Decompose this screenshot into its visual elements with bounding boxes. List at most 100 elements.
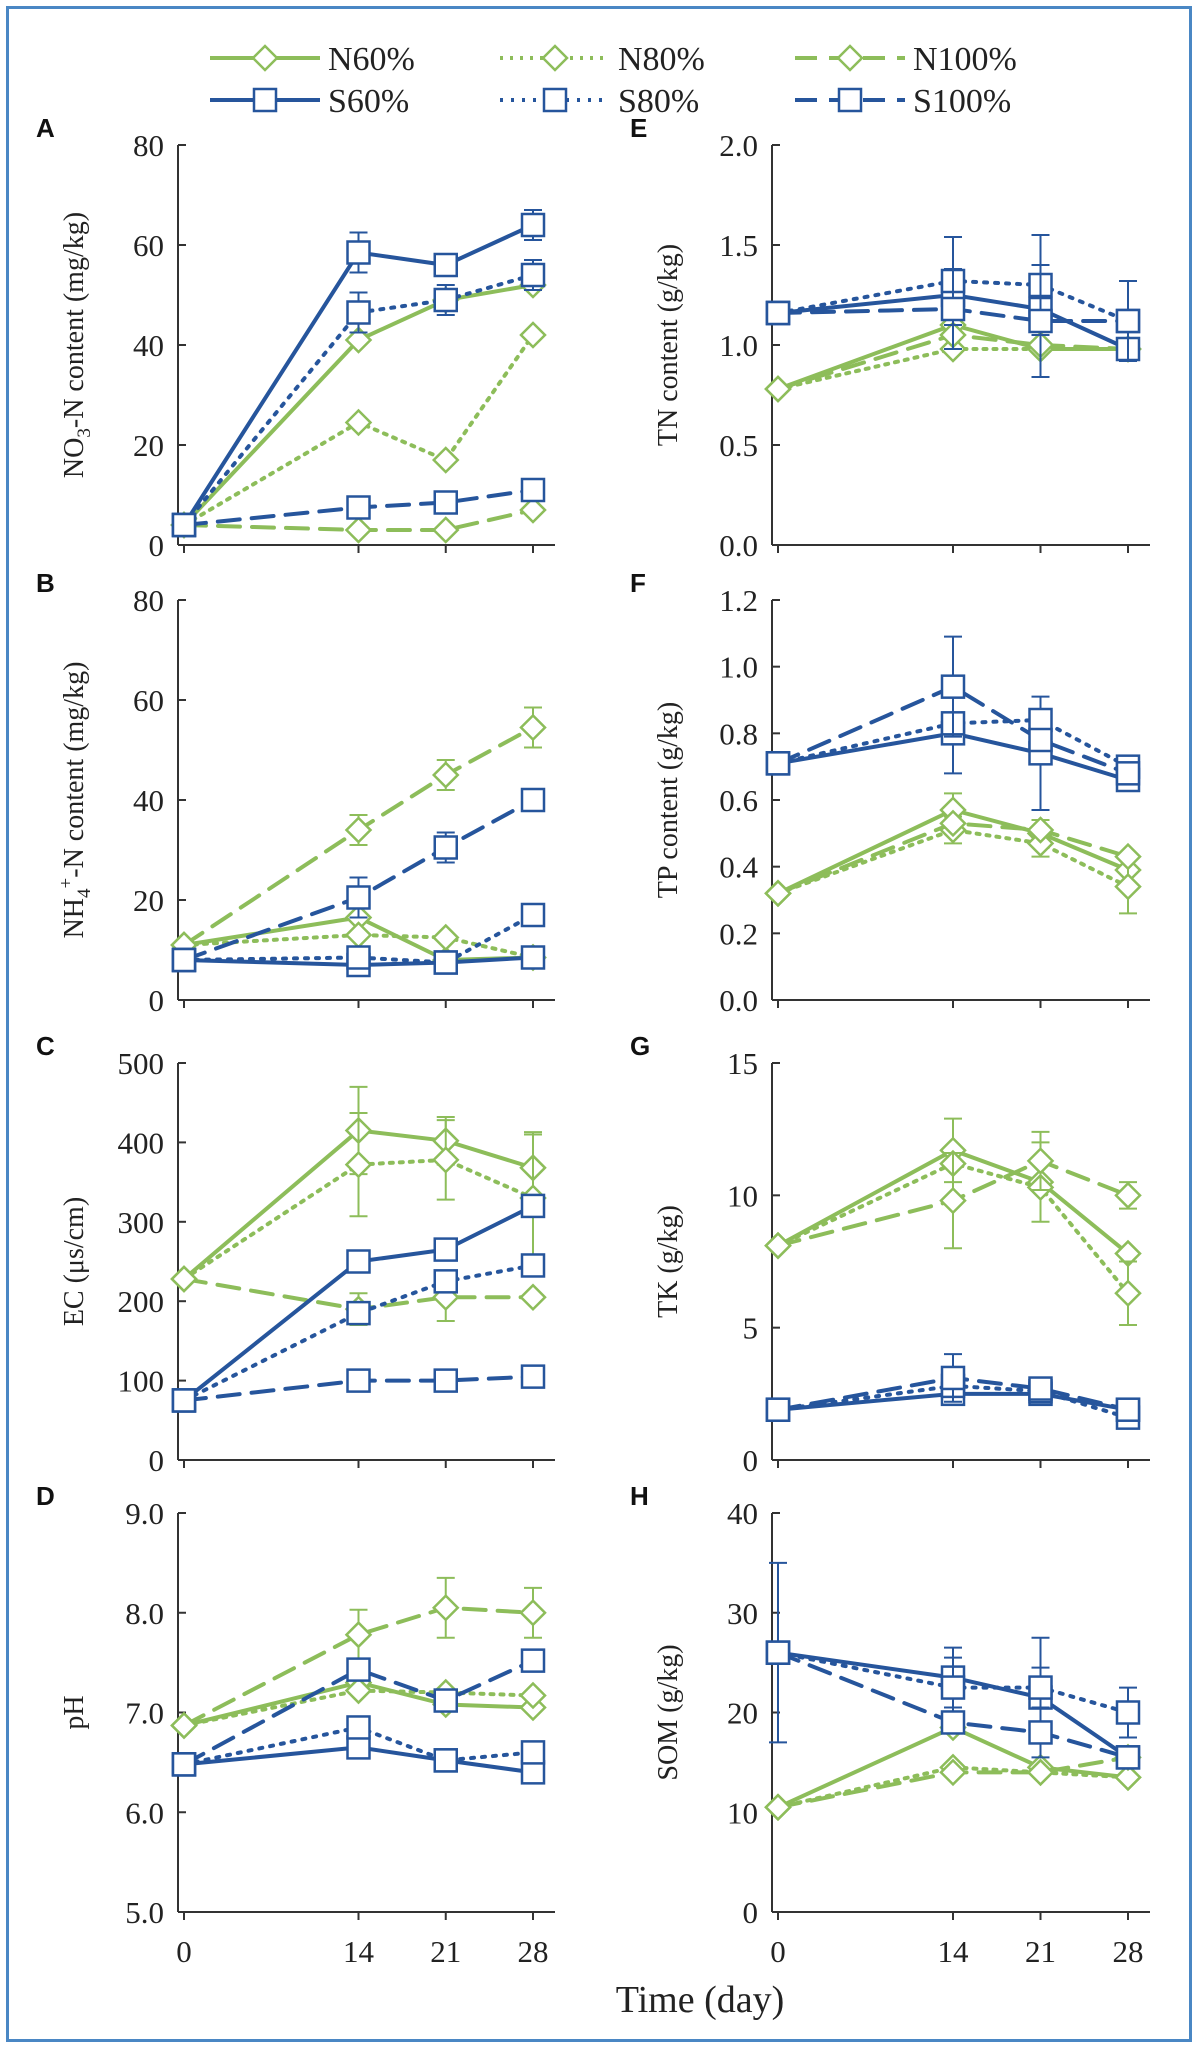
x-tick-label: 14 [343, 1934, 375, 1969]
data-point [1115, 1700, 1141, 1725]
x-tick-label: 14 [938, 1934, 970, 1969]
series-line [776, 1158, 1130, 1248]
series-line [182, 1128, 535, 1281]
series-line [776, 278, 1130, 323]
data-point [940, 1710, 966, 1735]
y-tick-label: 500 [118, 1046, 165, 1081]
data-point [520, 1193, 546, 1219]
legend-item-n100pct: N100% [795, 41, 1017, 78]
data-point [344, 816, 373, 844]
data-point [1026, 816, 1055, 844]
legend-item-n60pct: N60% [210, 41, 415, 78]
y-axis-title: EC (μs/cm) [59, 1197, 90, 1326]
data-point [519, 1283, 547, 1311]
data-point [433, 490, 458, 515]
series-line [182, 1276, 535, 1312]
data-point [433, 1688, 458, 1713]
data-point [940, 674, 966, 699]
y-tick-label: 0.5 [719, 428, 758, 463]
series-line [182, 1374, 535, 1403]
series-s100pct [765, 1640, 1141, 1770]
series-s60pct [171, 1735, 546, 1785]
legend-marker [837, 87, 863, 113]
y-tick-label: 60 [133, 683, 164, 718]
data-point [520, 477, 546, 503]
legend-item-s100pct: S100% [795, 83, 1011, 120]
y-tick-label: 80 [133, 583, 164, 618]
data-point [431, 516, 460, 544]
panel-letter: G [630, 1031, 650, 1061]
data-point [433, 1368, 458, 1393]
panel-e: 0.0 0.5 1.0 1.5 2.0 E TN content (g/kg) [630, 113, 1150, 563]
data-point [171, 1752, 197, 1777]
data-point [431, 446, 460, 474]
data-point [519, 713, 547, 742]
data-point [346, 1300, 371, 1326]
data-point [764, 375, 792, 403]
y-tick-label: 300 [118, 1205, 165, 1240]
series-n100pct [764, 809, 1142, 908]
y-axis-title: TN content (g/kg) [653, 244, 684, 446]
series-s80pct [171, 1715, 546, 1777]
y-tick-label: 1.0 [719, 328, 758, 363]
legend-marker [541, 44, 569, 72]
y-tick-label: 20 [727, 1696, 758, 1731]
series-n100pct [170, 706, 547, 959]
series-line [182, 508, 535, 532]
data-point [940, 1365, 966, 1391]
series-line [776, 1383, 1130, 1420]
y-axis-title: pH [59, 1695, 90, 1729]
series-line [182, 932, 535, 960]
y-tick-label: 1.5 [719, 228, 758, 263]
panel-b: 0 20 40 60 80 B NH4+-N content (mg/kg) [36, 568, 555, 1018]
panels: 0 20 40 60 80 A NO3-N content (mg/kg) 0.0 0.5 1.0… [36, 113, 1150, 1969]
series-s100pct [171, 787, 546, 973]
y-tick-label: 60 [133, 228, 164, 263]
series-line [776, 306, 1130, 323]
data-point [1026, 1758, 1055, 1787]
legend-item-s80pct: S80% [500, 83, 699, 120]
series-line [776, 1650, 1130, 1715]
data-point [765, 1397, 791, 1422]
y-tick-label: 6.0 [125, 1795, 164, 1830]
data-point [433, 1237, 458, 1262]
panel-letter: E [630, 113, 647, 143]
series-line [182, 333, 535, 527]
y-axis-title: TP content (g/kg) [653, 702, 684, 898]
data-point [1115, 1397, 1141, 1422]
series-n100pct [170, 1576, 547, 1740]
data-point [433, 835, 458, 860]
series-line [776, 684, 1130, 776]
panel-letter: C [36, 1031, 55, 1061]
data-point [344, 326, 373, 354]
series-line [776, 717, 1130, 769]
y-tick-label: 0.0 [719, 528, 758, 563]
data-point [520, 262, 546, 288]
data-point [346, 945, 371, 970]
legend-marker [836, 44, 864, 72]
legend-label: N60% [328, 41, 415, 78]
y-tick-label: 100 [118, 1364, 165, 1399]
data-point [1026, 1147, 1055, 1175]
x-tick-label: 21 [1025, 1934, 1056, 1969]
data-point [1028, 308, 1053, 334]
series-line [182, 955, 535, 968]
data-point [431, 1146, 460, 1174]
data-point [344, 408, 373, 437]
series-line [776, 1755, 1130, 1810]
series-line [182, 725, 535, 947]
data-point [431, 761, 460, 789]
series-line [182, 488, 535, 527]
x-tick-label: 21 [430, 1934, 461, 1969]
legend-label: N80% [618, 41, 705, 78]
y-tick-label: 80 [133, 128, 164, 163]
data-point [520, 1648, 546, 1673]
y-tick-label: 9.0 [125, 1496, 164, 1531]
x-tick-label: 0 [770, 1934, 786, 1969]
y-tick-label: 20 [133, 883, 164, 918]
data-point [1114, 872, 1142, 901]
series-line [182, 1157, 535, 1281]
data-point [764, 1231, 792, 1260]
data-point [520, 212, 546, 238]
